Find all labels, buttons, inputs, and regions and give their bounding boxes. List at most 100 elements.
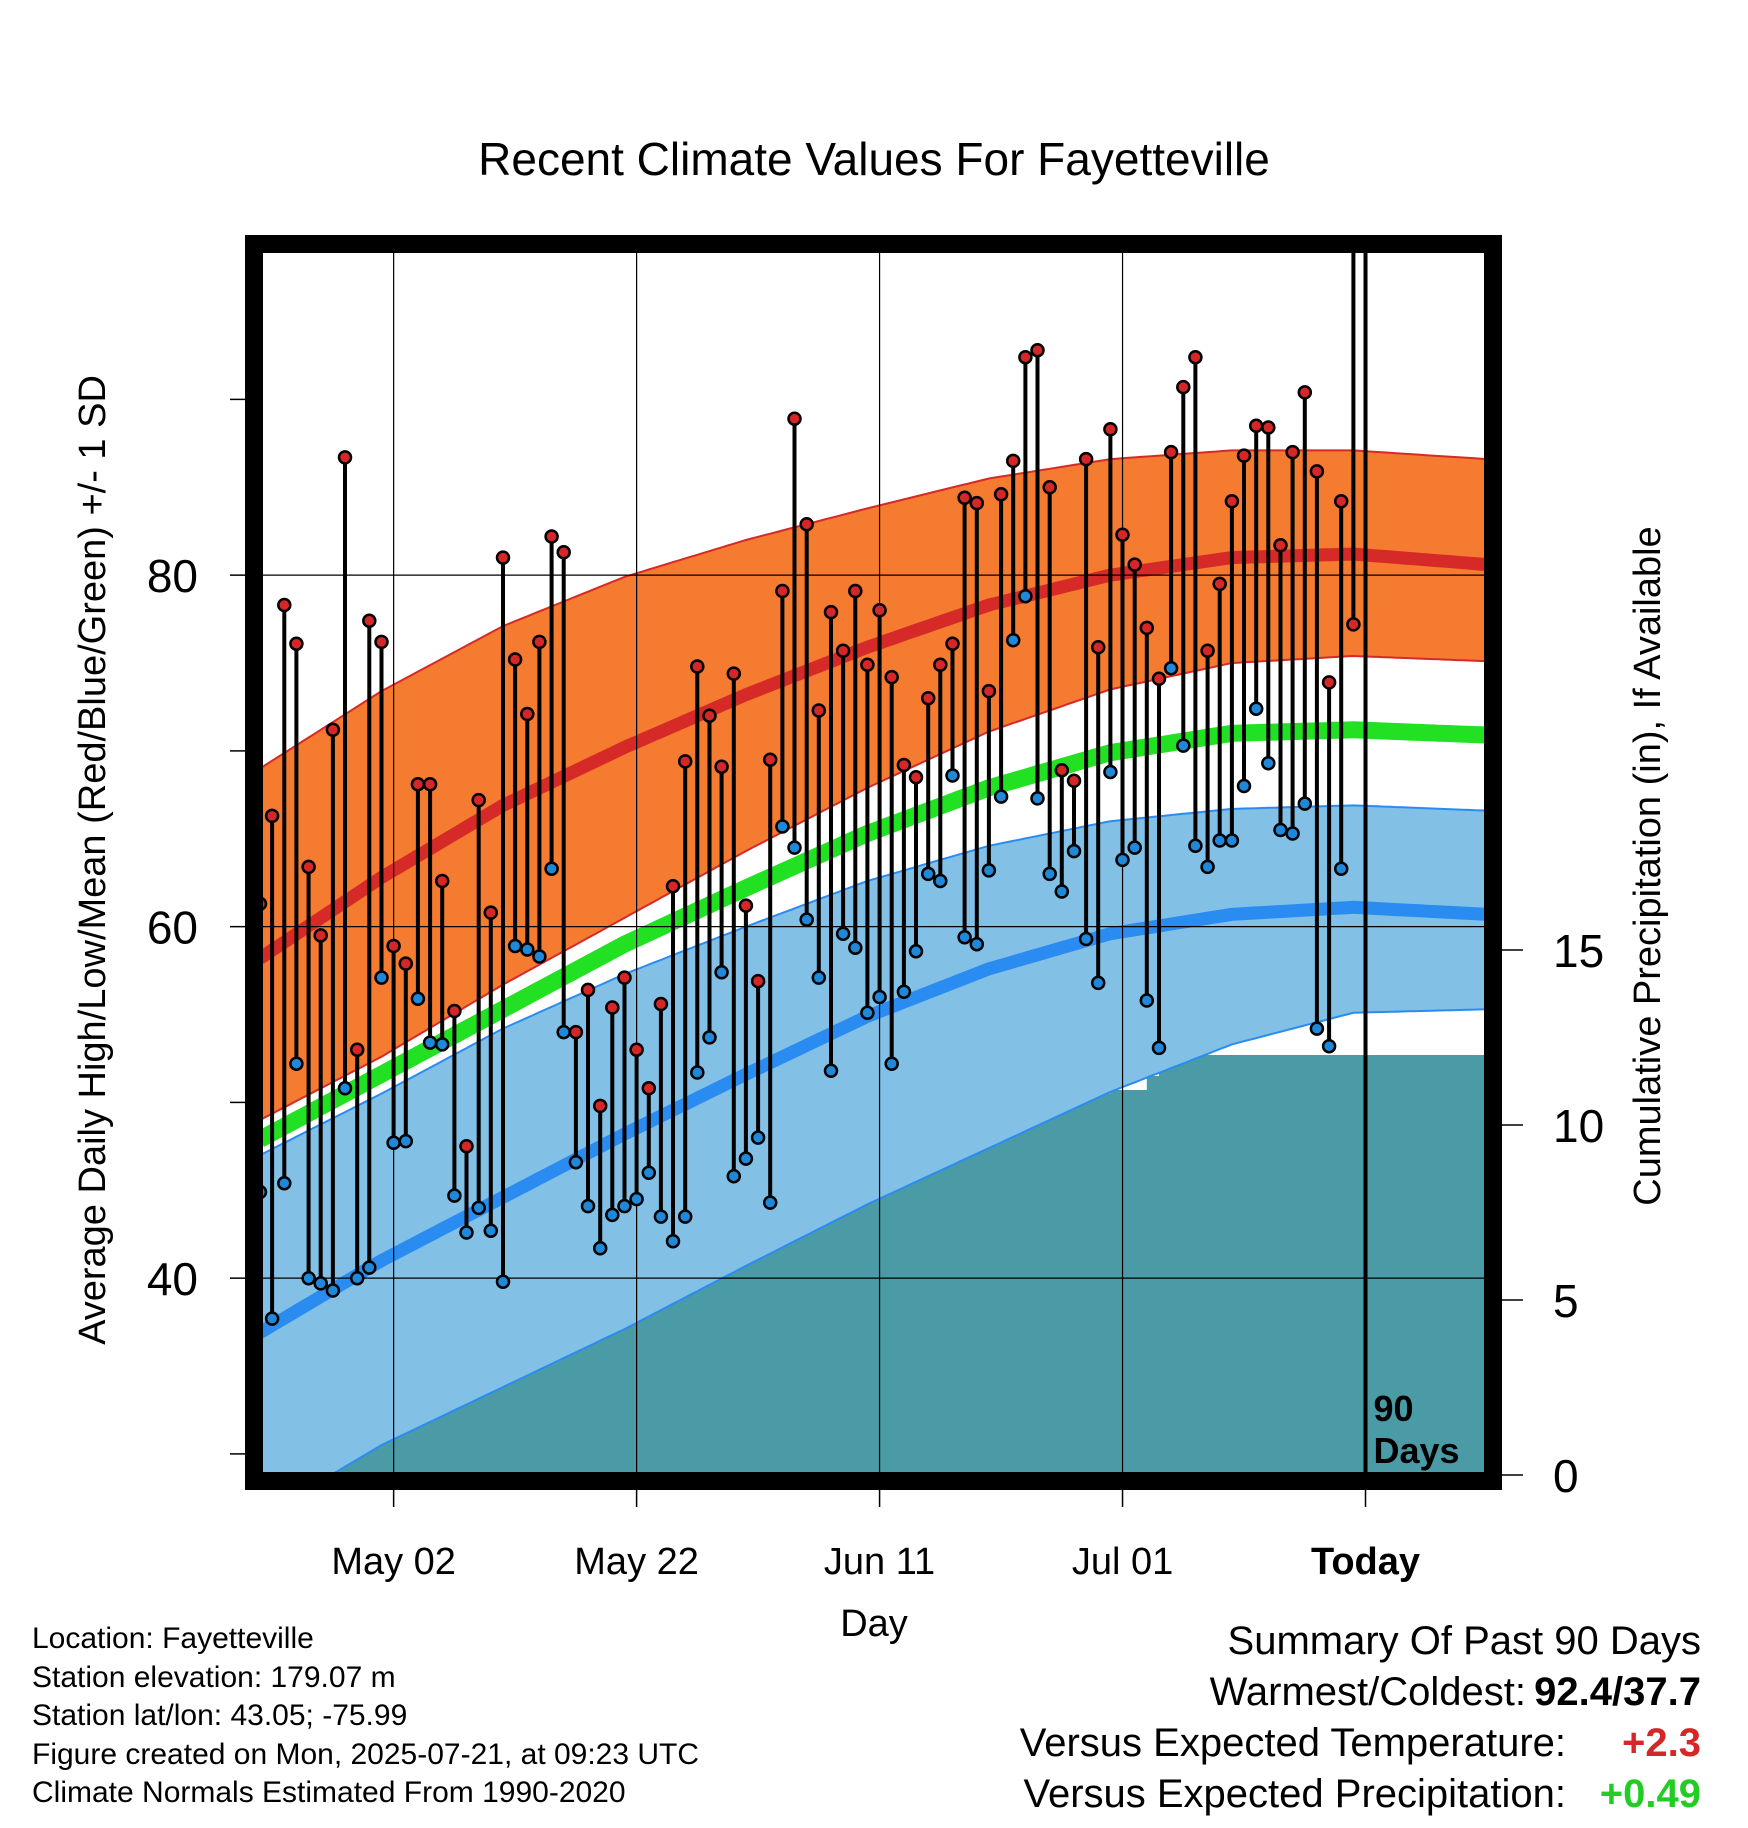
daily-low-point <box>1309 1021 1325 1036</box>
daily-high-point <box>386 938 401 954</box>
daily-high-point <box>337 450 353 465</box>
daily-low-point <box>775 819 790 834</box>
daily-low-point <box>872 989 887 1005</box>
daily-high-point <box>1188 349 1203 365</box>
daily-low-point <box>374 970 389 985</box>
daily-high-point <box>775 583 790 599</box>
daily-low-point <box>1030 791 1045 806</box>
y-left-tick-label: 80 <box>147 550 198 602</box>
daily-high-point <box>580 982 596 998</box>
daily-high-point <box>1297 385 1313 400</box>
daily-high-point <box>714 759 729 774</box>
y-right-tick-label: 5 <box>1553 1275 1579 1327</box>
daily-low-point <box>750 1130 766 1145</box>
daily-low-point <box>933 873 948 889</box>
daily-high-point <box>483 905 499 920</box>
x-tick-label: May 22 <box>574 1541 699 1583</box>
daily-high-point <box>520 706 535 722</box>
daily-high-point <box>398 956 414 971</box>
daily-high-point <box>993 487 1009 502</box>
y-right-tick-label: 0 <box>1553 1450 1579 1502</box>
y-axis-label-right: Cumulative Precipitation (in), If Availa… <box>1627 526 1669 1205</box>
station-info: Location: Fayetteville Station elevation… <box>32 1620 699 1813</box>
daily-low-point <box>520 942 535 957</box>
daily-low-point <box>1103 764 1118 780</box>
y-left-tick-label: 40 <box>147 1253 198 1305</box>
daily-high-point <box>1151 671 1167 687</box>
daily-low-point <box>908 944 924 959</box>
daily-high-point <box>1139 620 1155 636</box>
temp-row: Versus Expected Temperature: +2.3 <box>1020 1718 1701 1769</box>
daily-high-point <box>860 657 875 673</box>
daily-low-point <box>677 1209 693 1224</box>
daily-low-point <box>532 949 547 964</box>
daily-low-point <box>289 1056 304 1071</box>
daily-low-point <box>337 1081 353 1096</box>
daily-low-point <box>714 965 729 980</box>
today-days-number: 90 <box>1374 1388 1414 1429</box>
daily-low-point <box>1005 632 1021 648</box>
daily-low-point <box>993 789 1009 804</box>
daily-low-point <box>860 1005 875 1021</box>
daily-low-point <box>957 929 972 945</box>
daily-low-point <box>762 1195 778 1210</box>
x-tick-label: May 02 <box>331 1541 456 1583</box>
temp-value: +2.3 <box>1622 1721 1701 1765</box>
daily-low-point <box>653 1209 669 1224</box>
daily-high-point <box>1236 448 1252 463</box>
daily-high-point <box>945 636 960 651</box>
daily-low-point <box>629 1191 644 1207</box>
daily-high-point <box>1115 527 1130 542</box>
daily-low-point <box>568 1154 584 1170</box>
daily-low-point <box>1078 931 1094 947</box>
daily-low-point <box>799 912 814 927</box>
daily-low-point <box>349 1270 365 1286</box>
daily-high-point <box>277 597 292 613</box>
daily-low-point <box>1042 866 1057 882</box>
daily-low-point <box>1066 843 1082 859</box>
daily-high-point <box>981 683 997 699</box>
today-days-word: Days <box>1374 1430 1460 1471</box>
daily-high-point <box>908 770 924 785</box>
daily-low-point <box>1176 738 1191 753</box>
x-tick-label: Today <box>1311 1541 1420 1583</box>
daily-low-point <box>264 1311 280 1326</box>
daily-high-point <box>702 708 717 723</box>
daily-low-point <box>507 938 523 954</box>
daily-high-point <box>1273 538 1288 553</box>
daily-high-point <box>726 666 742 681</box>
daily-low-point <box>556 1024 571 1040</box>
daily-high-point <box>1212 576 1227 592</box>
daily-low-point <box>945 768 960 783</box>
created-text: Figure created on Mon, 2025-07-21, at 09… <box>32 1737 700 1771</box>
daily-high-point <box>1346 617 1361 632</box>
daily-low-point <box>471 1200 486 1216</box>
daily-low-point <box>386 1135 401 1151</box>
daily-low-point <box>398 1133 414 1149</box>
daily-low-point <box>1224 833 1240 848</box>
daily-low-point <box>1200 859 1215 875</box>
daily-high-point <box>1103 422 1118 437</box>
daily-high-point <box>1176 379 1191 395</box>
y-right-tick-label: 10 <box>1553 1100 1604 1152</box>
daily-high-point <box>1090 639 1106 655</box>
daily-high-point <box>653 996 669 1012</box>
x-axis-label: Day <box>840 1603 908 1645</box>
daily-high-point <box>1261 420 1276 435</box>
daily-low-point <box>738 1151 754 1166</box>
daily-low-point <box>544 861 559 876</box>
daily-high-point <box>495 550 511 565</box>
daily-high-point <box>1066 773 1082 789</box>
daily-high-point <box>1030 342 1045 358</box>
elevation-text: Station elevation: 179.07 m <box>32 1660 396 1694</box>
daily-high-point <box>1005 453 1021 469</box>
daily-low-point <box>362 1260 377 1275</box>
daily-low-point <box>787 840 802 855</box>
daily-high-point <box>289 636 304 651</box>
daily-high-point <box>617 970 632 985</box>
daily-high-point <box>896 757 912 773</box>
daily-low-point <box>884 1056 899 1071</box>
temp-label: Versus Expected Temperature: <box>1019 1721 1566 1765</box>
